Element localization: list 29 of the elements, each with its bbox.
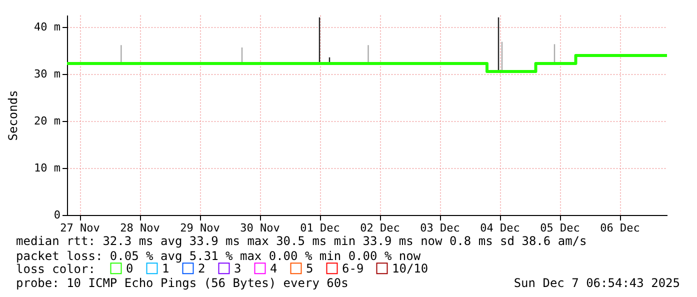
x-tick-label: 02 Dec	[360, 222, 400, 234]
legend-label: 2	[198, 261, 206, 276]
x-tick-label: 28 Nov	[120, 222, 160, 234]
legend-title: loss color:	[16, 262, 96, 276]
text: Sun Dec 7 06:54:43 2025	[514, 276, 680, 290]
text: median rtt: 32.3 ms avg 33.9 ms max 30.5 ms min 33.9 ms now 0.8 ms sd 38.6 am/s	[16, 234, 587, 248]
y-tick-label: 0	[54, 208, 60, 222]
y-tick-label: 40 m	[34, 20, 61, 34]
legend-label: 5	[306, 261, 314, 276]
x-tick-label: 05 Dec	[540, 222, 580, 234]
text: packet loss: 0.05 % avg 5.31 % max 0.00 % min 0.00 % now	[16, 249, 422, 263]
legend-label: 3	[234, 261, 242, 276]
text: probe: 10 ICMP Echo Pings (56 Bytes) every 60s	[16, 276, 348, 290]
x-tick-label: 29 Nov	[180, 222, 220, 234]
x-tick-label: 27 Nov	[60, 222, 100, 234]
x-tick-label: 30 Nov	[240, 222, 280, 234]
y-axis-title: Seconds	[6, 90, 20, 141]
legend-label: 10/10	[392, 261, 428, 276]
y-tick-label: 20 m	[34, 114, 61, 128]
legend-label: 1	[162, 261, 170, 276]
x-tick-label: 01 Dec	[300, 222, 340, 234]
y-tick-label: 30 m	[34, 67, 61, 80]
legend-label: 4	[270, 261, 278, 276]
x-tick-label: 03 Dec	[420, 222, 460, 234]
legend-label: 0	[126, 261, 134, 276]
y-tick-label: 10 m	[34, 161, 61, 174]
x-tick-label: 06 Dec	[600, 222, 640, 234]
x-tick-label: 04 Dec	[480, 222, 520, 234]
legend-label: 6-9	[342, 261, 364, 276]
